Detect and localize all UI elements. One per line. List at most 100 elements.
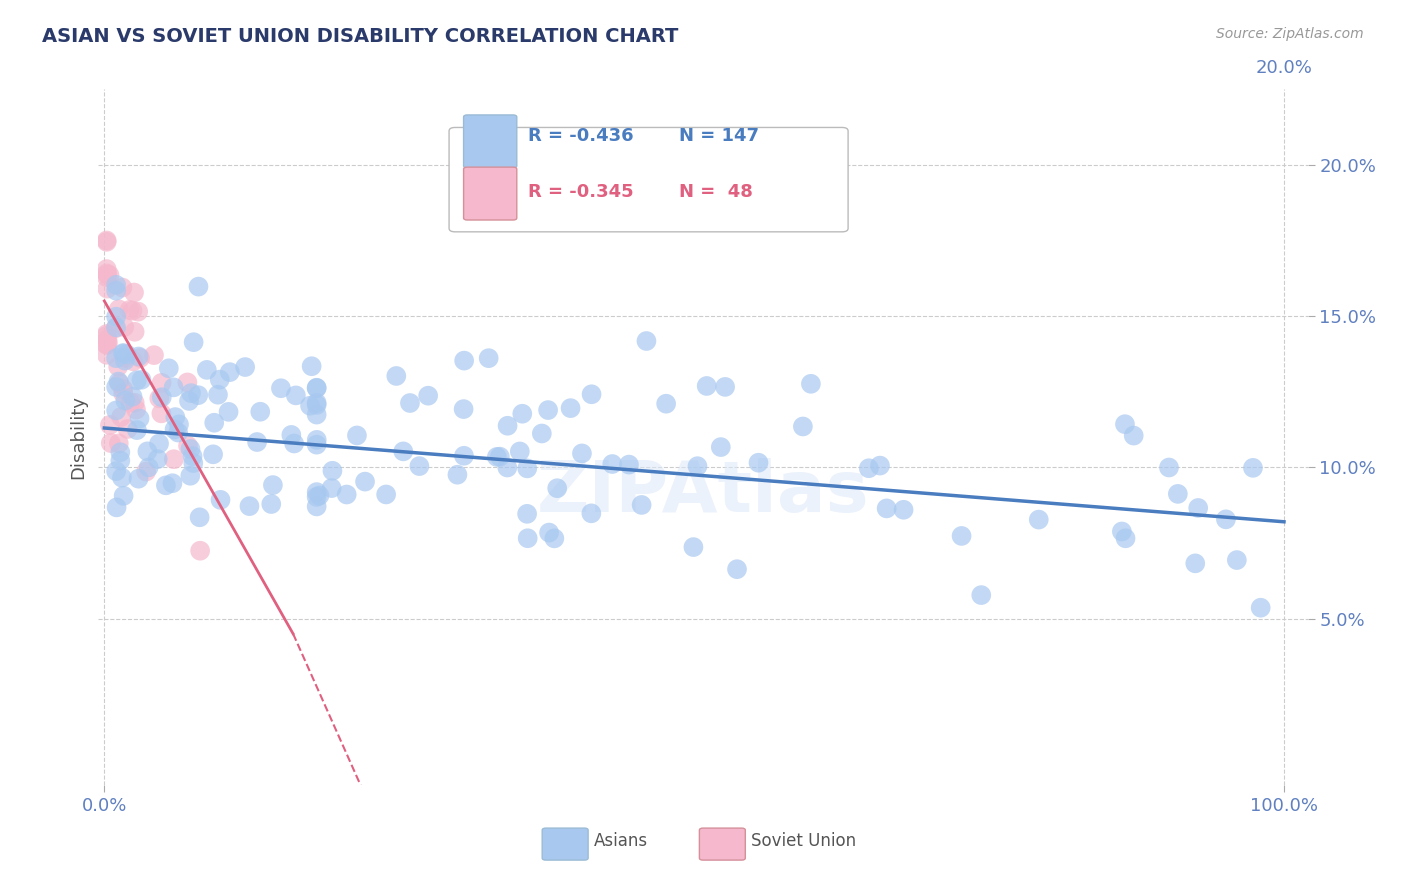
Point <box>128 411 150 425</box>
Point <box>129 351 152 365</box>
Point <box>305 398 328 412</box>
Point <box>105 380 128 394</box>
Point <box>233 359 256 374</box>
Point <box>392 444 415 458</box>
Text: Soviet Union: Soviet Union <box>751 832 856 850</box>
Text: N =  48: N = 48 <box>679 183 752 201</box>
Point <box>114 351 136 365</box>
Point <box>96 262 118 277</box>
Point <box>143 348 166 362</box>
Point <box>105 320 128 334</box>
Point <box>1187 500 1209 515</box>
Point <box>280 428 302 442</box>
Point <box>321 481 343 495</box>
Point <box>105 284 128 298</box>
Point <box>150 376 173 390</box>
Point <box>162 380 184 394</box>
Text: N = 147: N = 147 <box>679 128 759 145</box>
Point <box>118 302 141 317</box>
Point <box>96 235 118 249</box>
Point <box>1215 512 1237 526</box>
Point <box>162 476 184 491</box>
Point <box>305 433 328 447</box>
Point <box>262 478 284 492</box>
FancyBboxPatch shape <box>449 128 848 232</box>
Point <box>308 489 330 503</box>
Point <box>127 304 149 318</box>
Point <box>710 440 733 454</box>
Point <box>489 450 512 464</box>
Point <box>876 501 898 516</box>
Point <box>96 328 118 343</box>
Point <box>238 499 260 513</box>
Point <box>96 282 118 296</box>
Point <box>543 532 565 546</box>
Point <box>800 376 823 391</box>
Point <box>207 388 229 402</box>
Point <box>110 445 132 459</box>
Point <box>636 334 658 348</box>
Point <box>188 510 211 524</box>
Point <box>537 403 560 417</box>
Point <box>96 338 118 352</box>
Point <box>336 487 359 501</box>
Point <box>96 268 118 282</box>
Point <box>530 426 553 441</box>
Point <box>107 302 129 317</box>
Point <box>181 449 204 463</box>
Point <box>111 470 134 484</box>
Point <box>138 460 160 475</box>
Point <box>600 457 623 471</box>
Point <box>321 464 343 478</box>
Point <box>655 397 678 411</box>
Point <box>187 388 209 402</box>
Point <box>208 373 231 387</box>
Point <box>112 347 135 361</box>
Point <box>112 382 135 396</box>
Point <box>305 408 328 422</box>
Point <box>686 459 709 474</box>
Point <box>96 326 118 341</box>
Point <box>249 405 271 419</box>
Point <box>1184 557 1206 571</box>
Point <box>105 310 128 324</box>
Point <box>121 390 143 404</box>
Point <box>305 396 328 410</box>
Text: Source: ZipAtlas.com: Source: ZipAtlas.com <box>1216 27 1364 41</box>
Point <box>1122 428 1144 442</box>
Point <box>696 379 718 393</box>
Point <box>117 422 139 436</box>
Point <box>1226 553 1249 567</box>
Point <box>858 461 880 475</box>
Point <box>970 588 993 602</box>
Point <box>725 562 748 576</box>
Point <box>108 436 131 450</box>
Point <box>100 436 122 450</box>
Point <box>1111 524 1133 539</box>
Point <box>792 419 814 434</box>
Point <box>510 407 533 421</box>
Point <box>112 386 135 401</box>
Point <box>202 416 225 430</box>
Text: Asians: Asians <box>595 832 648 850</box>
Point <box>305 381 328 395</box>
Point <box>148 392 170 406</box>
Point <box>112 489 135 503</box>
Point <box>560 401 582 416</box>
Text: R = -0.436: R = -0.436 <box>527 128 633 145</box>
Point <box>112 346 135 360</box>
Point <box>176 376 198 390</box>
Point <box>284 388 307 402</box>
Point <box>305 381 328 395</box>
Point <box>516 461 538 475</box>
Y-axis label: Disability: Disability <box>69 395 87 479</box>
Point <box>150 406 173 420</box>
Point <box>538 525 561 540</box>
Point <box>283 436 305 450</box>
Point <box>124 325 146 339</box>
Text: R = -0.345: R = -0.345 <box>527 183 633 201</box>
Point <box>950 529 973 543</box>
Point <box>446 467 468 482</box>
Point <box>122 285 145 300</box>
Point <box>1241 460 1264 475</box>
